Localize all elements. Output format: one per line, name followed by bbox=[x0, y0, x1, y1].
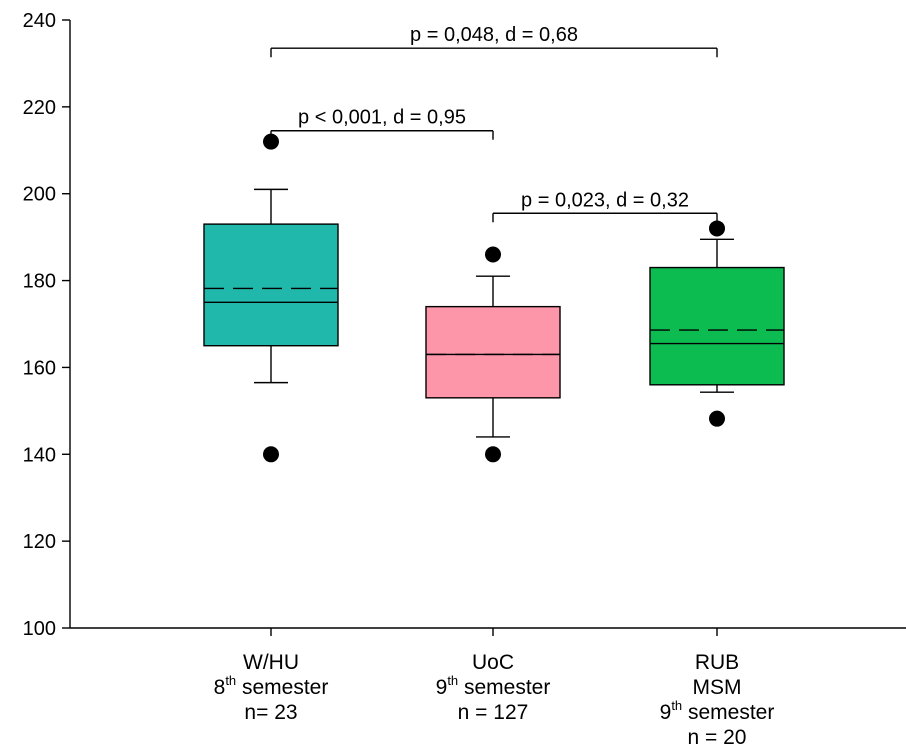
x-category-label-line: RUB bbox=[694, 651, 740, 674]
x-category-label-line: n = 20 bbox=[687, 726, 747, 749]
x-category-label-line: 9th semester bbox=[659, 698, 775, 724]
y-tick-label: 140 bbox=[23, 444, 56, 466]
significance-label: p < 0,001, d = 0,95 bbox=[298, 107, 466, 129]
outlier-point bbox=[485, 446, 501, 463]
outlier-point bbox=[263, 446, 279, 463]
significance-label: p = 0,048, d = 0,68 bbox=[410, 24, 578, 46]
outlier-point bbox=[709, 410, 725, 427]
outlier-point bbox=[485, 246, 501, 263]
y-tick-label: 200 bbox=[23, 184, 56, 206]
y-tick-label: 180 bbox=[23, 271, 56, 293]
y-tick-label: 160 bbox=[23, 357, 56, 379]
x-category-label-line: MSM bbox=[692, 676, 742, 699]
outlier-point bbox=[709, 220, 725, 237]
x-category-label: UoC 9th semester n = 127 bbox=[393, 650, 593, 725]
box-iqr bbox=[203, 223, 339, 347]
box-iqr bbox=[425, 305, 561, 399]
significance-label: p = 0,023, d = 0,32 bbox=[521, 189, 689, 211]
y-tick-label: 100 bbox=[23, 618, 56, 640]
y-tick-label: 220 bbox=[23, 97, 56, 119]
y-tick-label: 240 bbox=[23, 10, 56, 32]
x-category-label: W/HU 8th semester n= 23 bbox=[171, 650, 371, 725]
x-category-label-line: UoC bbox=[471, 651, 514, 674]
box-iqr bbox=[649, 266, 785, 386]
x-category-label-line: n= 23 bbox=[244, 701, 298, 724]
x-category-label: RUB MSM 9th semester n = 20 bbox=[617, 650, 817, 750]
x-category-label-line: 8th semester bbox=[213, 673, 329, 699]
y-tick-label: 120 bbox=[23, 531, 56, 553]
x-category-label-line: W/HU bbox=[243, 651, 299, 674]
outlier-point bbox=[263, 133, 279, 150]
x-category-label-line: 9th semester bbox=[435, 673, 551, 699]
x-category-label-line: n = 127 bbox=[457, 701, 529, 724]
